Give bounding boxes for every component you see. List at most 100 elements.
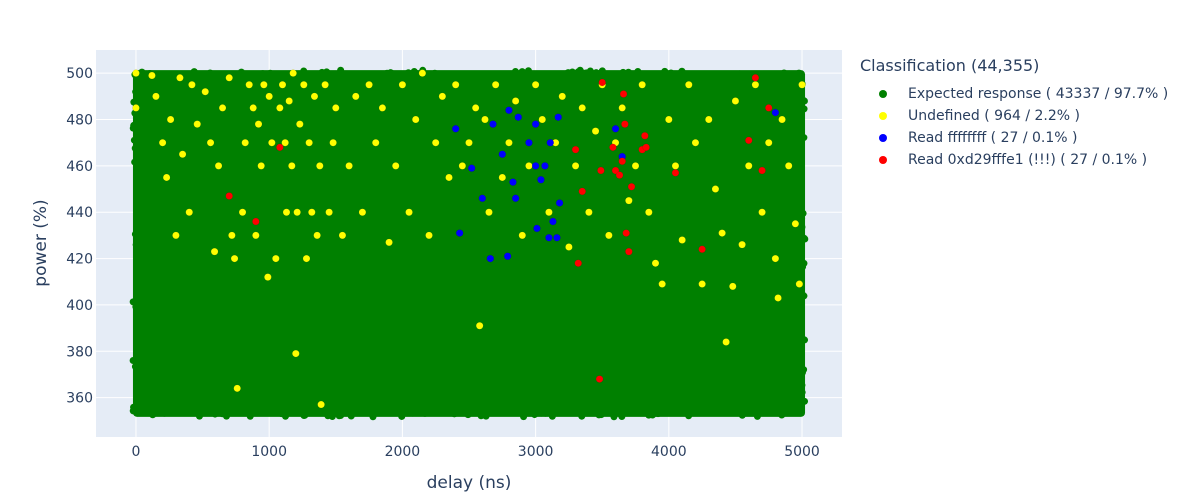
undefined-point [365, 81, 373, 89]
legend-item-read-ffffffff[interactable]: Read ffffffff ( 27 / 0.1% ) [860, 127, 1168, 149]
undefined-point [465, 138, 473, 147]
undefined-point [795, 280, 804, 288]
expected-response-point [320, 71, 328, 79]
expected-response-point [464, 411, 472, 419]
read-0xd29fffe1-point [615, 171, 624, 179]
undefined-point [254, 120, 263, 128]
undefined-point [678, 236, 686, 244]
undefined-point [260, 81, 268, 89]
expected-response-point [624, 68, 632, 76]
undefined-point [718, 229, 726, 237]
expected-response-point [610, 413, 618, 421]
read-0xd29fffe1-point [609, 143, 617, 152]
undefined-point [571, 162, 580, 170]
undefined-point [451, 81, 460, 89]
read-0xd29fffe1-point [745, 136, 753, 145]
legend-item-undefined[interactable]: Undefined ( 964 / 2.2% ) [860, 105, 1168, 127]
expected-response-point [130, 136, 138, 144]
expected-response-point [130, 121, 138, 129]
expected-response-point [798, 388, 806, 396]
expected-response-point [440, 409, 448, 417]
read-ffffffff-point [467, 164, 476, 172]
tick-labels: 0 1000 2000 3000 4000 5000 360 380 400 420 440 460 4… [66, 66, 820, 460]
expected-response-point [246, 412, 254, 420]
expected-response-point [798, 381, 806, 389]
undefined-point [252, 231, 260, 240]
expected-response-point [797, 100, 805, 108]
expected-response-point [801, 336, 809, 344]
undefined-point [431, 138, 440, 147]
undefined-point [305, 138, 313, 147]
expected-response-point [410, 67, 418, 75]
expected-response-point [600, 408, 608, 416]
y-tick-label: 500 [66, 66, 93, 82]
read-ffffffff-point [503, 252, 512, 260]
undefined-point [398, 81, 407, 89]
expected-response-point [618, 413, 626, 421]
expected-response-point [797, 199, 805, 207]
legend-item-read-0xd29fffe1[interactable]: Read 0xd29fffe1 (!!!) ( 27 / 0.1% ) [860, 149, 1168, 171]
undefined-point [285, 97, 293, 105]
undefined-point [152, 92, 160, 101]
expected-response-point [569, 72, 577, 80]
expected-response-point [649, 411, 657, 419]
undefined-point [658, 280, 666, 288]
expected-response-point [387, 69, 395, 77]
read-ffffffff-point [553, 233, 561, 242]
legend-item-expected-response[interactable]: Expected response ( 43337 / 97.7% ) [860, 83, 1168, 105]
legend-marker-icon [879, 134, 887, 142]
expected-response-point [129, 298, 137, 306]
expected-response-point [664, 408, 672, 416]
undefined-point [525, 162, 533, 170]
undefined-point [738, 240, 746, 249]
legend-marker-icon [879, 90, 887, 98]
undefined-point [293, 208, 301, 216]
expected-response-point [134, 227, 142, 235]
read-ffffffff-point [489, 120, 497, 128]
y-tick-label: 480 [66, 113, 93, 129]
expected-response-point [135, 207, 143, 215]
undefined-point [288, 162, 296, 170]
read-ffffffff-point [486, 254, 495, 263]
undefined-point [722, 338, 730, 346]
expected-response-point [712, 71, 720, 79]
read-ffffffff-point [505, 106, 513, 115]
undefined-point [485, 208, 493, 216]
expected-response-point [421, 409, 429, 417]
undefined-point [729, 282, 737, 291]
x-tick-label: 2000 [385, 444, 421, 460]
undefined-point [162, 173, 171, 182]
undefined-point [358, 208, 367, 216]
read-ffffffff-point [498, 150, 507, 159]
expected-response-point [130, 98, 138, 106]
expected-response-point [563, 70, 571, 78]
undefined-point [257, 162, 265, 170]
expected-response-point [525, 409, 533, 417]
expected-response-point [131, 363, 139, 371]
undefined-point [745, 162, 753, 170]
read-0xd29fffe1-point [622, 229, 630, 237]
x-tick-label: 3000 [518, 444, 554, 460]
read-ffffffff-point [478, 194, 487, 203]
expected-response-point [798, 223, 806, 231]
read-0xd29fffe1-point [225, 192, 233, 200]
expected-response-point [213, 408, 221, 416]
undefined-point [651, 259, 660, 267]
expected-response-point [801, 235, 809, 243]
undefined-point [210, 247, 219, 256]
read-0xd29fffe1-point [276, 143, 284, 152]
undefined-point [645, 208, 653, 216]
undefined-point [438, 92, 447, 101]
read-0xd29fffe1-point [642, 143, 650, 152]
expected-response-point [404, 69, 412, 77]
x-tick-label: 1000 [251, 444, 287, 460]
undefined-point [201, 87, 209, 96]
expected-response-point [134, 269, 142, 277]
expected-response-point [347, 412, 355, 420]
expected-response-point [753, 412, 761, 420]
expected-response-point [135, 290, 143, 298]
expected-response-point [346, 70, 354, 78]
read-ffffffff-point [555, 199, 564, 207]
expected-response-point [505, 407, 513, 415]
expected-response-point [796, 254, 804, 262]
